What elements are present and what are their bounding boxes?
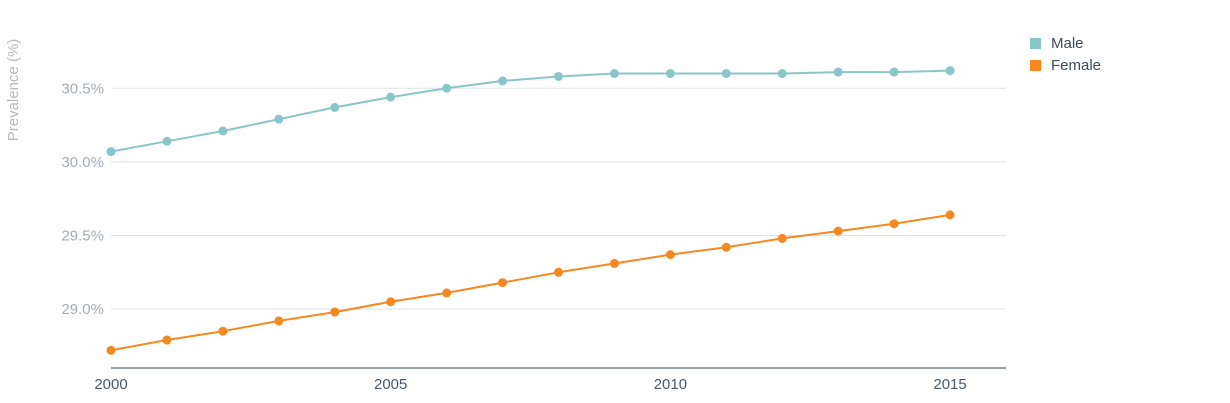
axes: 29.0% 29.5% 30.0% 30.5% 2000 2005 2010 2015 bbox=[61, 80, 1006, 393]
y-tick-label: 29.0% bbox=[61, 301, 104, 318]
data-point-female bbox=[554, 267, 563, 277]
data-point-male bbox=[330, 102, 340, 112]
data-point-female bbox=[162, 335, 172, 345]
legend-swatch-female bbox=[1030, 59, 1041, 71]
x-tick-label: 2015 bbox=[933, 376, 966, 393]
data-point-female bbox=[218, 326, 228, 336]
data-point-male bbox=[945, 66, 955, 76]
data-point-female bbox=[777, 233, 787, 243]
y-tick-label: 30.5% bbox=[61, 80, 104, 97]
data-point-male bbox=[386, 92, 396, 102]
x-tick-label: 2005 bbox=[374, 376, 407, 393]
data-point-female bbox=[386, 297, 396, 307]
grid-lines bbox=[111, 87, 1006, 310]
data-point-male bbox=[218, 126, 228, 136]
data-point-male bbox=[609, 69, 619, 79]
data-point-female bbox=[274, 316, 284, 326]
data-point-female bbox=[498, 278, 508, 288]
data-point-male bbox=[889, 67, 899, 77]
data-point-male bbox=[442, 83, 452, 93]
series-line-female bbox=[110, 213, 951, 352]
x-tick-label: 2000 bbox=[94, 376, 127, 393]
data-point-female bbox=[609, 258, 619, 268]
legend-item-male[interactable]: Male bbox=[1030, 32, 1101, 54]
data-point-female bbox=[721, 242, 731, 252]
data-point-female bbox=[665, 250, 675, 260]
legend-item-female[interactable]: Female bbox=[1030, 54, 1101, 76]
data-point-female bbox=[330, 307, 340, 317]
data-point-male bbox=[833, 67, 843, 77]
data-point-female bbox=[889, 219, 899, 229]
data-point-male bbox=[777, 69, 787, 79]
legend-swatch-male bbox=[1030, 37, 1041, 49]
data-point-female bbox=[945, 210, 955, 220]
data-point-male bbox=[274, 114, 284, 124]
data-point-female bbox=[106, 345, 116, 355]
series-line-male bbox=[110, 69, 951, 153]
y-axis-title: Prevalence (%) bbox=[5, 39, 22, 142]
data-point-female bbox=[833, 226, 843, 236]
data-point-male bbox=[721, 69, 731, 79]
data-point-female bbox=[442, 288, 452, 298]
x-tick-label: 2010 bbox=[654, 376, 687, 393]
series-group bbox=[106, 66, 955, 355]
y-tick-label: 30.0% bbox=[61, 154, 104, 171]
data-point-male bbox=[554, 71, 563, 81]
legend-label-female: Female bbox=[1051, 56, 1102, 74]
data-point-male bbox=[665, 69, 675, 79]
data-point-male bbox=[498, 76, 508, 86]
legend: Male Female bbox=[1030, 32, 1101, 76]
y-tick-label: 29.5% bbox=[61, 227, 104, 244]
legend-label-male: Male bbox=[1051, 34, 1084, 52]
data-point-male bbox=[162, 136, 172, 146]
data-point-male bbox=[106, 147, 116, 157]
